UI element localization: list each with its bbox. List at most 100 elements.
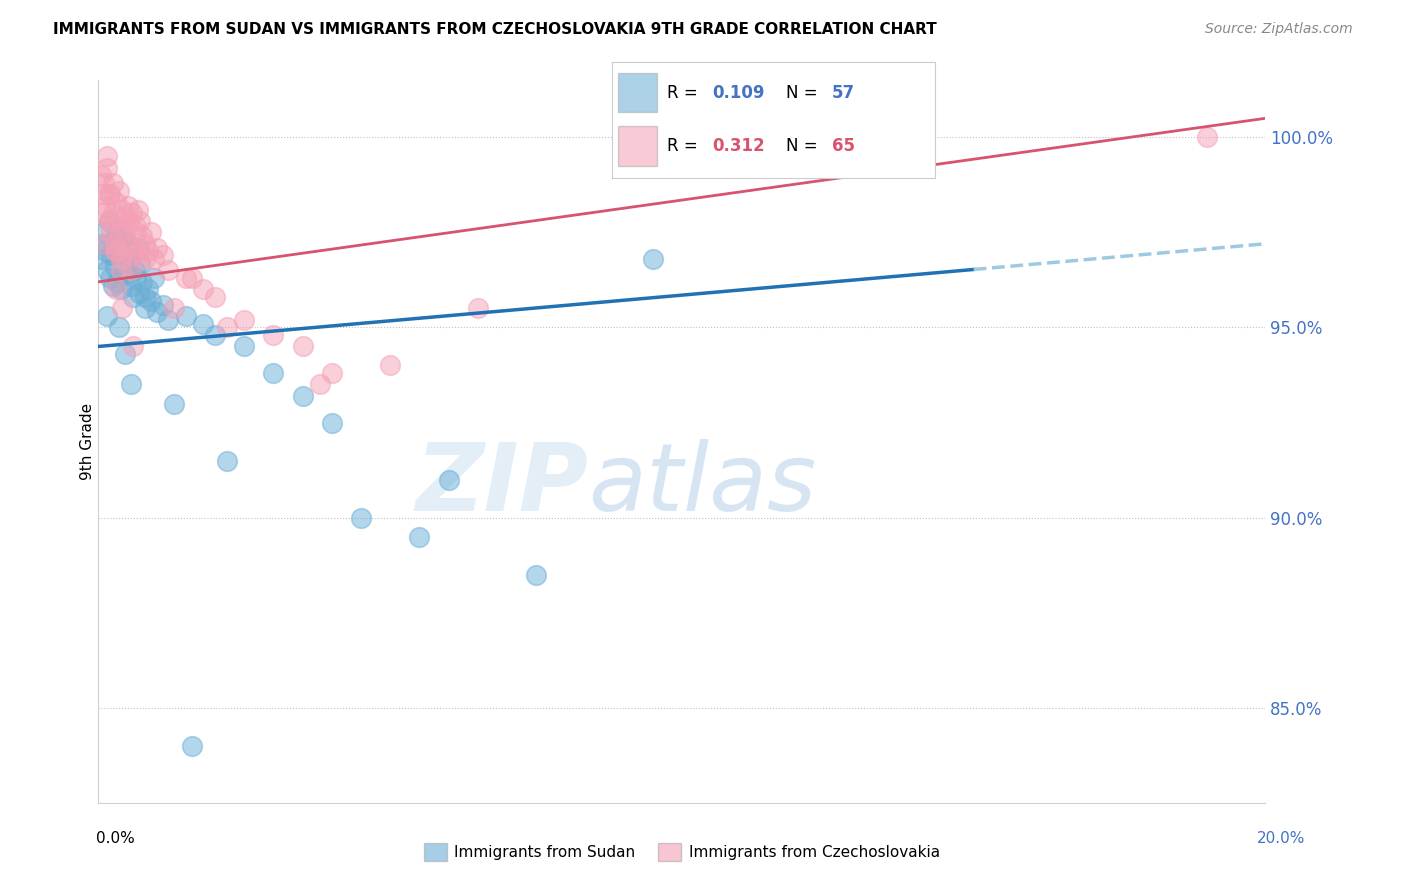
Point bbox=[321, 366, 343, 380]
Point bbox=[91, 236, 114, 251]
Point bbox=[101, 278, 124, 293]
Point bbox=[193, 282, 215, 296]
Point bbox=[129, 214, 152, 228]
Point bbox=[120, 377, 142, 392]
Point bbox=[110, 263, 132, 277]
Text: ZIP: ZIP bbox=[416, 439, 589, 531]
Point bbox=[94, 244, 117, 259]
Point bbox=[437, 473, 460, 487]
Point bbox=[139, 293, 162, 308]
Point bbox=[90, 206, 112, 220]
Point bbox=[120, 241, 142, 255]
Point bbox=[93, 226, 115, 240]
Point bbox=[125, 226, 148, 240]
Point bbox=[128, 244, 150, 259]
Point bbox=[90, 169, 112, 183]
Point bbox=[118, 214, 141, 228]
Point bbox=[96, 263, 118, 277]
Point bbox=[131, 275, 153, 289]
Point bbox=[96, 161, 118, 175]
Point bbox=[215, 453, 238, 467]
Point bbox=[134, 290, 156, 304]
Point bbox=[309, 377, 332, 392]
Point bbox=[108, 226, 131, 240]
Point bbox=[131, 229, 153, 244]
Point bbox=[136, 282, 159, 296]
Point bbox=[263, 328, 285, 343]
Point bbox=[263, 366, 285, 380]
Point bbox=[193, 317, 215, 331]
Point bbox=[321, 416, 343, 430]
Point bbox=[124, 263, 146, 277]
Point bbox=[152, 248, 174, 262]
Point bbox=[98, 187, 121, 202]
Point bbox=[127, 241, 149, 255]
Point bbox=[110, 282, 132, 296]
FancyBboxPatch shape bbox=[619, 73, 657, 112]
Text: 65: 65 bbox=[831, 137, 855, 155]
Point bbox=[90, 252, 112, 266]
Point bbox=[104, 244, 127, 259]
Point bbox=[215, 320, 238, 334]
Point bbox=[129, 256, 152, 270]
Point bbox=[101, 206, 124, 220]
Point bbox=[120, 278, 142, 293]
Point bbox=[97, 214, 120, 228]
Text: N =: N = bbox=[786, 84, 823, 102]
Point bbox=[108, 320, 131, 334]
Point bbox=[524, 567, 547, 582]
Point bbox=[104, 236, 127, 251]
Point bbox=[128, 286, 150, 301]
Point bbox=[104, 260, 127, 274]
Text: R =: R = bbox=[666, 137, 703, 155]
Text: 0.312: 0.312 bbox=[711, 137, 765, 155]
Point bbox=[122, 290, 145, 304]
Point bbox=[114, 210, 136, 224]
Point bbox=[125, 271, 148, 285]
Point bbox=[121, 244, 143, 259]
Point bbox=[291, 389, 314, 403]
Point bbox=[124, 218, 146, 232]
Point bbox=[108, 184, 131, 198]
Point bbox=[114, 244, 136, 259]
Point bbox=[111, 221, 134, 235]
Point bbox=[291, 339, 314, 353]
Point bbox=[1197, 130, 1219, 145]
Point bbox=[105, 244, 128, 259]
Point bbox=[110, 252, 132, 266]
Point bbox=[122, 248, 145, 262]
Point bbox=[180, 739, 202, 753]
Text: 0.0%: 0.0% bbox=[96, 831, 135, 846]
Point bbox=[139, 226, 162, 240]
Point bbox=[101, 241, 124, 255]
Point bbox=[408, 530, 430, 544]
Point bbox=[108, 221, 131, 235]
Point bbox=[96, 149, 118, 163]
Point bbox=[120, 263, 142, 277]
Point bbox=[163, 301, 186, 316]
Point bbox=[101, 176, 124, 190]
Point bbox=[152, 298, 174, 312]
Point bbox=[96, 309, 118, 323]
Point bbox=[204, 328, 226, 343]
Point bbox=[467, 301, 489, 316]
Point bbox=[121, 206, 143, 220]
Point bbox=[111, 301, 134, 316]
Point bbox=[104, 194, 127, 209]
Point bbox=[111, 233, 134, 247]
Point bbox=[117, 236, 139, 251]
Point bbox=[233, 339, 256, 353]
Point bbox=[174, 309, 197, 323]
Point bbox=[157, 313, 180, 327]
Point bbox=[94, 199, 117, 213]
Point bbox=[134, 301, 156, 316]
Point bbox=[146, 305, 169, 319]
Point bbox=[104, 282, 127, 296]
Point bbox=[117, 199, 139, 213]
FancyBboxPatch shape bbox=[619, 126, 657, 166]
Point bbox=[134, 252, 156, 266]
Point bbox=[114, 244, 136, 259]
Point bbox=[142, 252, 165, 266]
Point bbox=[127, 202, 149, 217]
Text: R =: R = bbox=[666, 84, 703, 102]
